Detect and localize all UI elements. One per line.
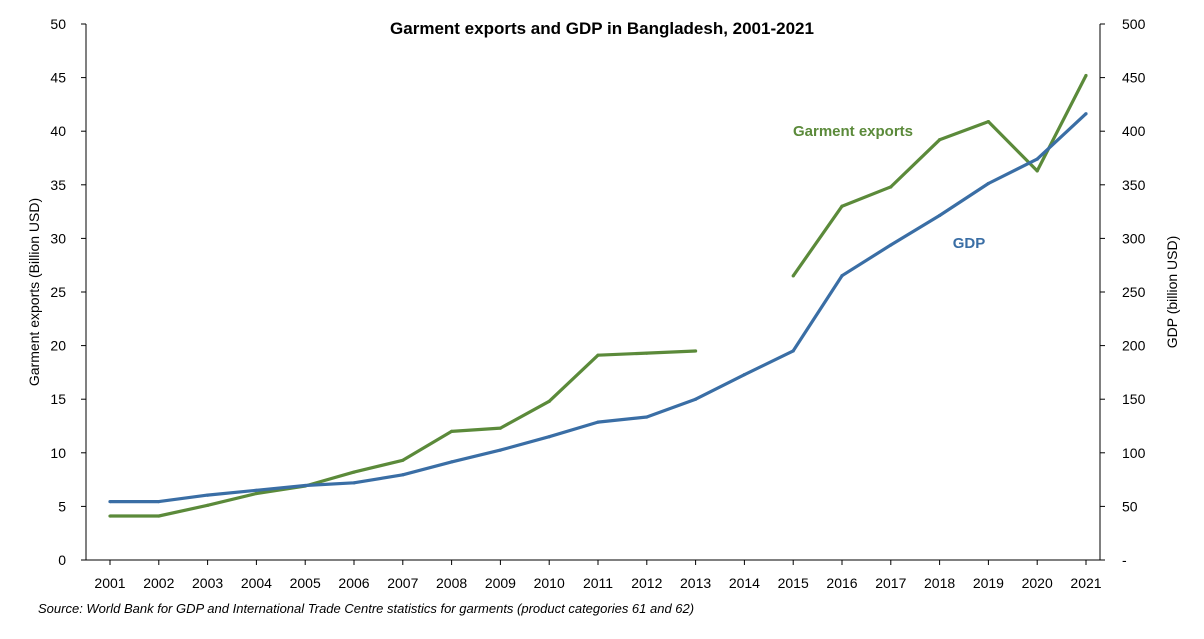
gdp-point: [498, 448, 502, 452]
right-tick-label: 400: [1122, 123, 1146, 139]
garment-exports-point: [1084, 73, 1088, 78]
x-tick-label: 2016: [826, 575, 857, 591]
left-tick-label: 50: [50, 16, 66, 32]
gdp-point: [791, 349, 795, 353]
right-tick-label: 200: [1122, 338, 1146, 354]
garment-exports-point: [694, 349, 698, 353]
x-tick-label: 2006: [338, 575, 369, 591]
gdp-point: [596, 420, 600, 424]
gdp-point: [450, 460, 454, 464]
left-tick-label: 20: [50, 338, 66, 354]
chart-title: Garment exports and GDP in Bangladesh, 2…: [390, 19, 814, 38]
x-tick-label: 2007: [387, 575, 418, 591]
left-tick-label: 0: [58, 552, 66, 568]
left-tick-label: 45: [50, 70, 66, 86]
x-tick-label: 2014: [729, 575, 760, 591]
garment-exports-annotation: Garment exports: [793, 123, 913, 140]
right-tick-label: 450: [1122, 70, 1146, 86]
gdp-point: [986, 181, 991, 186]
right-axis-label: GDP (billion USD): [1164, 236, 1180, 349]
left-tick-label: 30: [50, 230, 66, 246]
x-axis-ticks: 2001 2002 2003 2004 2005 2006 2007 2008 2009 2010…: [94, 560, 1102, 591]
x-tick-label: 2012: [631, 575, 662, 591]
x-tick-label: 2005: [290, 575, 321, 591]
x-tick-label: 2011: [583, 575, 613, 591]
left-tick-label: 25: [50, 284, 66, 300]
gdp-line: [110, 112, 1088, 504]
x-tick-label: 2008: [436, 575, 467, 591]
x-tick-label: 2013: [680, 575, 711, 591]
gdp-point: [547, 435, 551, 439]
right-tick-label: 100: [1122, 445, 1146, 461]
garment-exports-point: [645, 351, 649, 355]
left-axis-ticks: 0 5 10 15 20 25 30 35 40 45 50: [50, 16, 86, 568]
garment-exports-point: [889, 185, 893, 189]
garment-exports-point: [1035, 169, 1039, 173]
right-tick-label: 50: [1122, 498, 1138, 514]
right-tick-label: -: [1122, 552, 1127, 568]
x-tick-label: 2004: [241, 575, 272, 591]
left-axis-label: Garment exports (Billion USD): [26, 198, 42, 386]
right-axis-ticks: - 50 100 150 200 250 300 350 400 450 500: [1100, 16, 1146, 568]
x-tick-label: 2018: [924, 575, 955, 591]
series-layer: [108, 73, 1088, 518]
left-tick-label: 40: [50, 123, 66, 139]
garment-exports-point: [498, 426, 502, 430]
gdp-point: [645, 415, 649, 419]
x-tick-label: 2020: [1022, 575, 1053, 591]
gdp-point: [254, 488, 258, 492]
x-tick-label: 2019: [973, 575, 1004, 591]
gdp-point: [889, 243, 893, 247]
garment-exports-point: [547, 399, 551, 403]
gdp-point: [694, 397, 698, 401]
gdp-point: [108, 499, 112, 504]
garment-exports-point: [596, 353, 600, 357]
gdp-point: [401, 473, 405, 477]
gdp-point: [938, 213, 942, 218]
gdp-point: [206, 493, 210, 497]
garment-exports-point: [157, 514, 161, 518]
right-tick-label: 150: [1122, 391, 1146, 407]
garment-exports-point: [986, 119, 991, 124]
left-tick-label: 10: [50, 445, 66, 461]
right-tick-label: 300: [1122, 230, 1146, 246]
x-tick-label: 2009: [485, 575, 516, 591]
garment-exports-line: [110, 349, 696, 518]
gdp-point: [303, 483, 307, 488]
gdp-point: [352, 481, 356, 485]
garment-exports-line: [791, 74, 1088, 277]
x-tick-label: 2015: [778, 575, 809, 591]
gdp-point: [1084, 112, 1088, 116]
right-tick-label: 350: [1122, 177, 1146, 193]
left-tick-label: 35: [50, 177, 66, 193]
gdp-point: [840, 274, 844, 278]
right-tick-label: 250: [1122, 284, 1146, 300]
x-tick-label: 2001: [94, 575, 125, 591]
x-tick-label: 2002: [143, 575, 174, 591]
gdp-point: [742, 373, 747, 377]
garment-exports-point: [352, 470, 356, 474]
gdp-point: [1035, 157, 1039, 161]
x-tick-label: 2010: [534, 575, 565, 591]
gdp-annotation: GDP: [953, 235, 986, 252]
left-tick-label: 5: [58, 498, 66, 514]
garment-exports-point: [401, 458, 405, 462]
garment-exports-point: [840, 204, 844, 208]
garment-exports-point: [108, 514, 112, 518]
x-tick-label: 2021: [1070, 575, 1101, 591]
garment-exports-point: [938, 138, 942, 142]
garment-exports-point: [206, 503, 210, 507]
garment-exports-point: [254, 491, 258, 496]
x-tick-label: 2003: [192, 575, 223, 591]
left-tick-label: 15: [50, 391, 66, 407]
gdp-point: [157, 499, 161, 504]
garment-exports-point: [450, 429, 454, 433]
garment-exports-point: [791, 274, 795, 278]
x-tick-label: 2017: [875, 575, 906, 591]
source-note: Source: World Bank for GDP and Internati…: [38, 601, 695, 616]
right-tick-label: 500: [1122, 16, 1146, 32]
